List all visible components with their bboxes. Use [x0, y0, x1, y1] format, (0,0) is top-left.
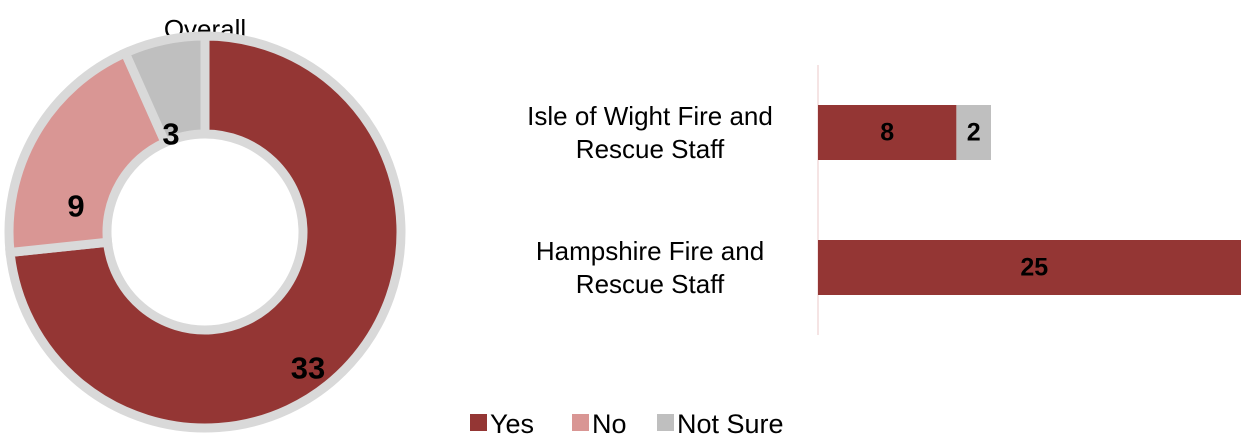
donut-label-yes: 33	[291, 351, 325, 386]
legend-swatch-yes	[470, 414, 487, 431]
bar-not-sure-isle-of-wight-fire-and-rescue-staff	[956, 105, 991, 160]
donut-label-no: 9	[67, 189, 84, 224]
bar-label-yes-isle-of-wight-fire-and-rescue-staff: 8	[880, 119, 894, 147]
legend-label-yes: Yes	[490, 409, 534, 439]
bar-yes-hampshire-fire-and-rescue-staff	[818, 240, 1241, 295]
legend-label-no: No	[592, 409, 627, 439]
donut-slice-not-sure	[119, 31, 210, 149]
donut-slice-no	[4, 47, 172, 258]
bar-label-not-sure-isle-of-wight-fire-and-rescue-staff: 2	[967, 119, 981, 147]
legend-label-not-sure: Not Sure	[677, 409, 784, 439]
category-label-isle-of-wight-fire-and-rescue-staff: Isle of Wight Fire and Rescue Staff	[527, 101, 773, 164]
bar-label-yes-hampshire-fire-and-rescue-staff: 25	[1020, 254, 1048, 282]
category-label-hampshire-fire-and-rescue-staff: Hampshire Fire and Rescue Staff	[536, 236, 764, 299]
donut-slice-yes	[5, 31, 406, 433]
stacked-bar-chart: Isle of Wight Fire and Rescue Staff 8 2 Hamp…	[527, 65, 1241, 335]
legend: Yes No Not Sure	[470, 409, 784, 439]
donut-chart: 33 9 3	[4, 31, 406, 433]
bar-yes-isle-of-wight-fire-and-rescue-staff	[818, 105, 957, 160]
legend-swatch-no	[572, 414, 589, 431]
legend-swatch-not-sure	[657, 414, 674, 431]
donut-label-not-sure: 3	[162, 117, 179, 152]
